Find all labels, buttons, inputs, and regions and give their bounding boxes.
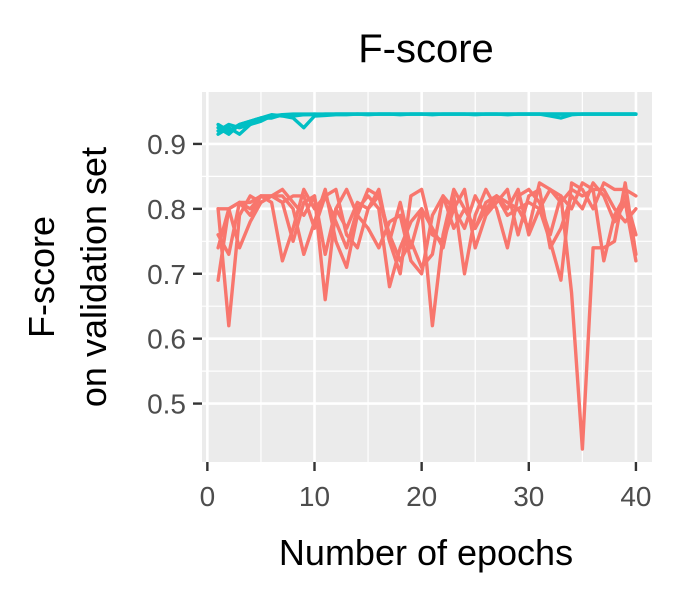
series-line-group-a-4 <box>216 112 638 136</box>
y-axis-title-line-2: on validation set <box>73 147 114 407</box>
y-tick-label: 0.9 <box>147 129 186 160</box>
x-tick-label: 20 <box>406 481 437 512</box>
y-tick-label: 0.7 <box>147 259 186 290</box>
series-line-group-b-9 <box>216 181 638 276</box>
x-tick-label: 40 <box>620 481 651 512</box>
y-tick-label: 0.5 <box>147 389 186 420</box>
major-gridlines <box>202 92 652 462</box>
series-line-group-b-8 <box>216 181 638 282</box>
series-lines <box>216 112 638 451</box>
axis-ticks: 0 10 20 30 40 0.5 0.6 0.7 0.8 0.9 <box>147 129 651 512</box>
x-tick-label: 0 <box>200 481 216 512</box>
x-axis-title: Number of epochs <box>279 532 573 573</box>
x-tick-label: 10 <box>299 481 330 512</box>
series-line-group-b-6 <box>216 181 638 282</box>
x-tick-label: 30 <box>513 481 544 512</box>
y-tick-label: 0.6 <box>147 324 186 355</box>
chart-title: F-score <box>358 27 494 71</box>
y-tick-label: 0.8 <box>147 194 186 225</box>
y-axis-title-line-1: F-score <box>21 216 62 338</box>
minor-gridlines <box>202 92 652 462</box>
